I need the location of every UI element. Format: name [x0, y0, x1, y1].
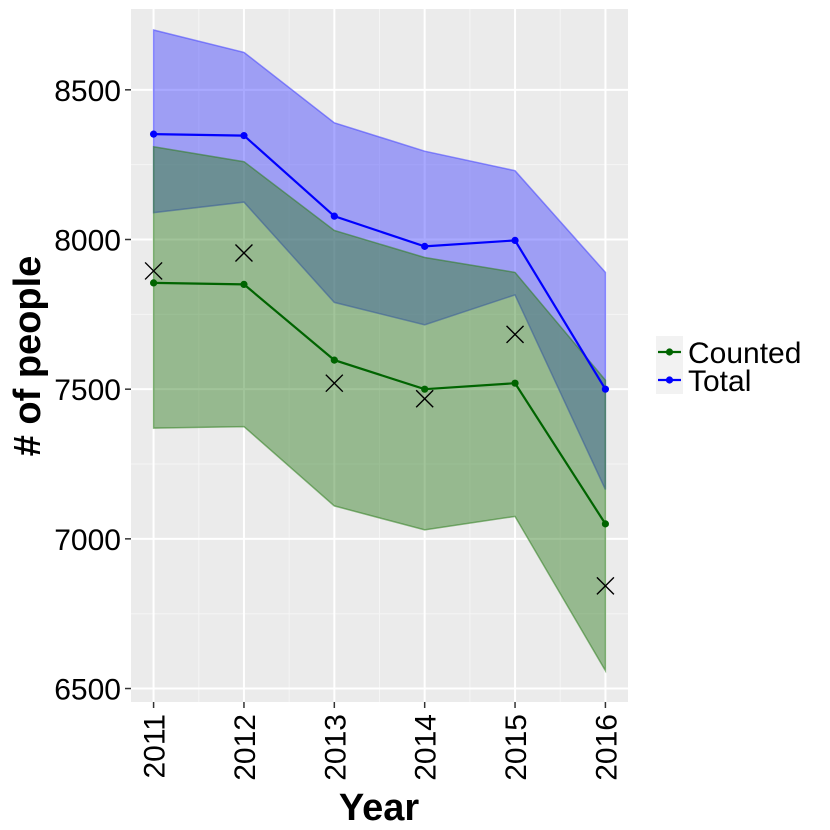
- observed-marker: [596, 576, 615, 595]
- point-total: [511, 236, 519, 244]
- point-counted: [330, 356, 338, 364]
- point-counted: [149, 279, 158, 287]
- y-tick-label: 8500: [54, 75, 121, 108]
- observed-marker: [415, 389, 434, 408]
- point-counted: [240, 280, 248, 289]
- x-tick-label: 2012: [229, 714, 262, 781]
- legend-key-background: [656, 336, 683, 394]
- x-tick-label: 2015: [500, 714, 533, 781]
- observed-marker: [144, 261, 163, 280]
- x-tick-label: 2013: [319, 714, 352, 781]
- y-tick-label: 6500: [54, 674, 121, 707]
- point-counted: [421, 385, 429, 393]
- observed-markers: [144, 243, 615, 595]
- band-counted: [152, 145, 607, 674]
- x-tick-label: 2014: [410, 714, 443, 781]
- y-tick-label: 7000: [54, 524, 121, 557]
- point-counted: [511, 379, 519, 387]
- x-tick-label: 2016: [590, 714, 623, 781]
- legend-label: Total: [688, 365, 751, 398]
- x-tick-label: 2011: [139, 714, 172, 779]
- point-total: [330, 212, 338, 220]
- point-total: [601, 385, 610, 393]
- x-axis-title: Year: [339, 787, 420, 829]
- observed-marker: [234, 243, 253, 262]
- legend-item-total: Total: [658, 365, 751, 398]
- legend-item-counted: Counted: [658, 337, 801, 370]
- y-axis-title: # of people: [7, 256, 49, 457]
- line-counted: [153, 281, 607, 525]
- legend-label: Counted: [688, 337, 801, 370]
- x-axis: 2011 2012 2013 2014 2015 2016: [139, 702, 623, 781]
- series-lines: [153, 133, 607, 525]
- confidence-bands: [152, 29, 607, 674]
- series-points: [149, 130, 610, 528]
- line-total: [153, 133, 607, 390]
- observed-marker: [325, 374, 344, 393]
- point-total: [149, 130, 158, 138]
- y-axis: 6500 7000 7500 8000 8500: [54, 75, 131, 707]
- point-total: [421, 242, 429, 250]
- point-total: [240, 132, 248, 140]
- observed-marker: [506, 325, 525, 344]
- point-counted: [601, 520, 610, 528]
- y-tick-label: 8000: [54, 225, 121, 258]
- legend-key-point: [665, 348, 674, 356]
- y-tick-label: 7500: [54, 374, 121, 407]
- legend-key-point: [665, 376, 674, 384]
